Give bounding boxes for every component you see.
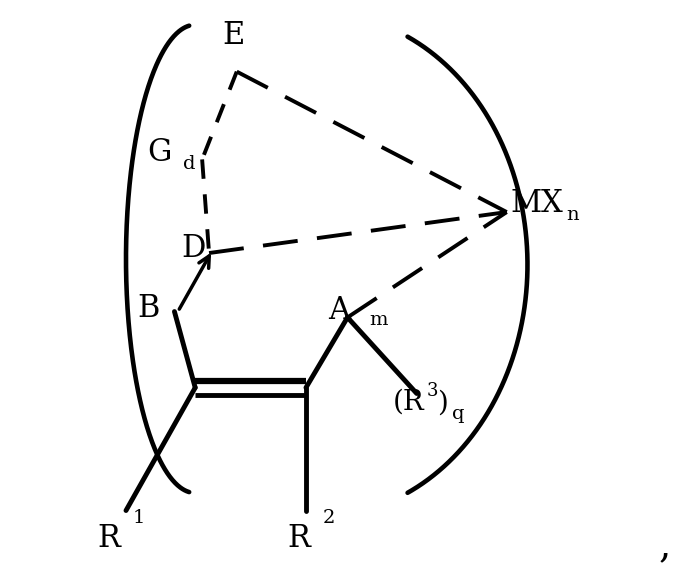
Text: q: q — [452, 405, 464, 423]
Text: 1: 1 — [132, 509, 145, 527]
Text: (R: (R — [393, 389, 424, 416]
Text: D: D — [181, 233, 206, 264]
Text: R: R — [288, 523, 311, 554]
Text: d: d — [183, 155, 196, 173]
Text: ,: , — [658, 527, 671, 564]
Text: 3: 3 — [426, 382, 438, 400]
Text: m: m — [370, 311, 388, 329]
Text: A: A — [328, 295, 350, 326]
Text: MX: MX — [510, 188, 563, 219]
Text: G: G — [147, 137, 172, 168]
Text: ): ) — [437, 390, 448, 417]
Text: B: B — [137, 293, 159, 324]
Text: E: E — [222, 20, 245, 51]
Text: R: R — [97, 523, 120, 554]
Text: 2: 2 — [322, 509, 335, 527]
Text: n: n — [566, 206, 579, 224]
